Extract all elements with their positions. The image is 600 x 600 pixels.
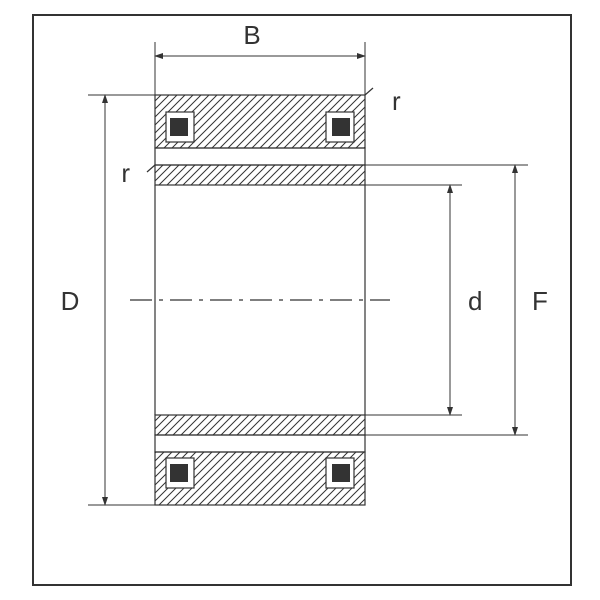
bearing-diagram: B D d F r r	[0, 0, 600, 600]
seal-bottom-left	[170, 464, 188, 482]
chamfer-top-right	[365, 88, 373, 95]
label-d: d	[468, 286, 482, 316]
dim-F: F	[365, 165, 548, 435]
label-r-inner: r	[121, 158, 130, 188]
roller-zone-top	[155, 148, 365, 165]
chamfer-inner-left	[147, 165, 155, 172]
label-F: F	[532, 286, 548, 316]
dim-B: B	[155, 20, 365, 95]
outer-ring-bottom	[155, 452, 365, 505]
roller-zone-bottom	[155, 435, 365, 452]
inner-race-bottom	[155, 415, 365, 435]
label-B: B	[243, 20, 260, 50]
label-r-top: r	[392, 86, 401, 116]
outer-ring-top	[155, 95, 365, 148]
seal-top-left	[170, 118, 188, 136]
inner-race-top	[155, 165, 365, 185]
label-D: D	[61, 286, 80, 316]
seal-top-right	[332, 118, 350, 136]
seal-bottom-right	[332, 464, 350, 482]
